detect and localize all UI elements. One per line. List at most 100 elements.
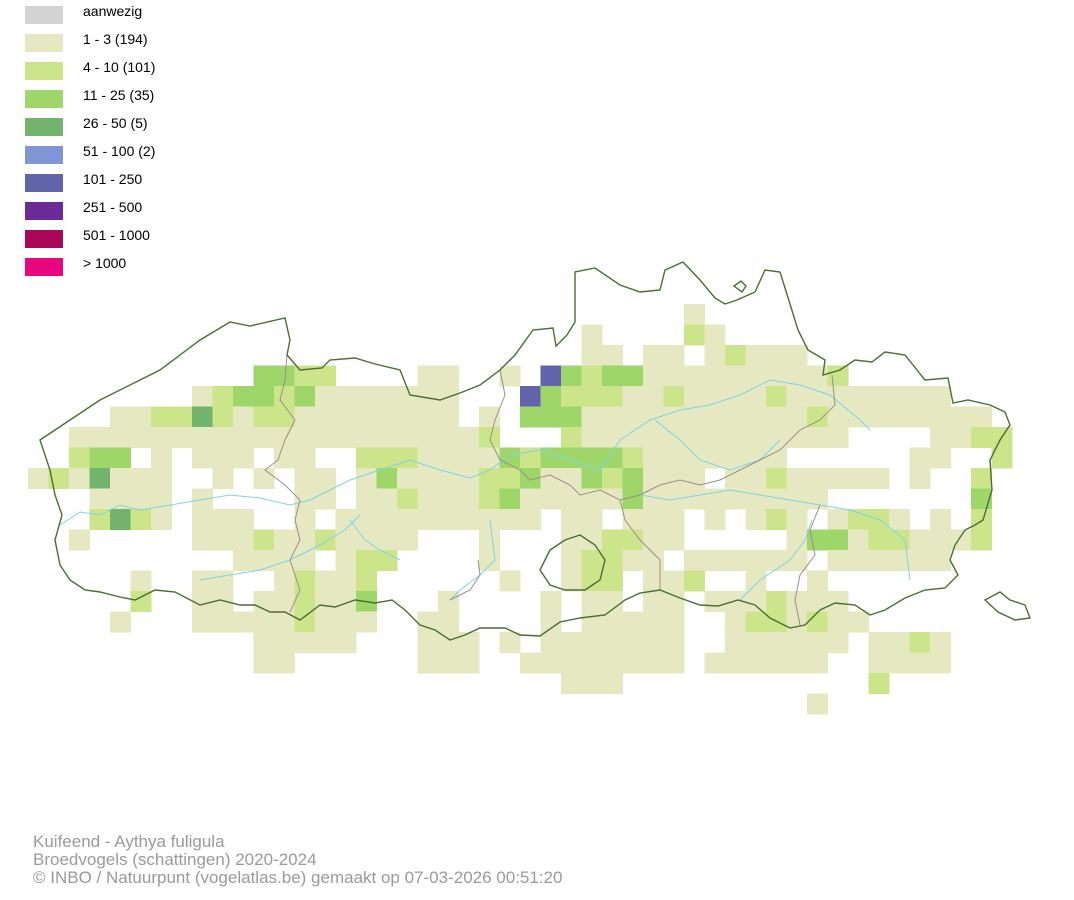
region-border — [39, 261, 1031, 641]
grid-cell — [950, 529, 972, 551]
grid-cell — [786, 488, 808, 510]
province-border — [449, 559, 481, 601]
river-line — [654, 419, 781, 471]
grid-cell — [315, 427, 336, 448]
grid-cell — [274, 611, 295, 633]
grid-cell — [540, 652, 562, 674]
grid-cell — [212, 529, 234, 551]
grid-cell — [294, 570, 316, 592]
grid-cell — [930, 652, 951, 674]
grid-cell — [827, 365, 849, 387]
grid-cell — [581, 529, 603, 551]
grid-cell — [663, 365, 685, 387]
grid-cell — [766, 591, 787, 612]
grid-cell — [89, 427, 111, 448]
grid-cell — [315, 570, 336, 592]
grid-cell — [725, 591, 746, 612]
grid-cell — [89, 509, 111, 530]
grid-cell — [89, 468, 111, 489]
grid-cell — [561, 365, 582, 387]
grid-cell — [438, 611, 459, 633]
grid-cell — [315, 632, 336, 653]
grid-cell — [827, 529, 849, 551]
grid-cell — [110, 488, 131, 510]
grid-cell — [663, 652, 685, 674]
grid-cell — [602, 447, 623, 469]
grid-cell — [192, 406, 213, 428]
grid-cell — [335, 570, 357, 592]
grid-cell — [417, 611, 439, 633]
grid-cell — [212, 591, 234, 612]
grid-cell — [520, 406, 541, 428]
grid-cell — [827, 386, 849, 407]
grid-cell — [581, 345, 603, 366]
grid-cell — [602, 591, 623, 612]
grid-cell — [643, 509, 664, 530]
grid-cell — [622, 406, 644, 428]
grid-cell — [376, 550, 398, 571]
grid-cell — [151, 447, 172, 469]
legend-swatch — [25, 258, 63, 276]
grid-cell — [807, 652, 828, 674]
grid-cell — [212, 611, 234, 633]
grid-cell — [663, 468, 685, 489]
grid-cell — [602, 611, 623, 633]
grid-cell — [684, 304, 705, 325]
grid-cell — [438, 406, 459, 428]
grid-cell — [130, 488, 152, 510]
grid-cell — [643, 447, 664, 469]
legend-item-1-3: 1 - 3 (194) — [25, 30, 285, 58]
grid-cell — [807, 488, 828, 510]
grid-cell — [376, 509, 398, 530]
grid-cell — [848, 406, 869, 428]
grid-cell — [499, 468, 521, 489]
grid-cell — [376, 468, 398, 489]
legend-label: 101 - 250 — [83, 171, 143, 187]
grid-cell — [294, 447, 316, 469]
grid-cell — [233, 550, 254, 571]
grid-cell — [663, 427, 685, 448]
grid-cell — [909, 550, 931, 571]
legend-item-501-1000: 501 - 1000 — [25, 226, 285, 254]
grid-cell — [274, 591, 295, 612]
grid-cell — [520, 386, 541, 407]
grid-cell — [561, 447, 582, 469]
grid-cell — [561, 652, 582, 674]
grid-cell — [909, 406, 931, 428]
legend-item-51-100: 51 - 100 (2) — [25, 142, 285, 170]
grid-cell — [458, 468, 480, 489]
grid-cell — [827, 591, 849, 612]
grid-cell — [725, 447, 746, 469]
grid-cell — [581, 611, 603, 633]
legend-label: 26 - 50 (5) — [83, 115, 148, 131]
grid-cell — [540, 365, 562, 387]
grid-cell — [704, 652, 726, 674]
grid-cell — [335, 591, 357, 612]
map-subtitle: Broedvogels (schattingen) 2020-2024 — [33, 850, 317, 869]
grid-cell — [479, 468, 500, 489]
grid-cell — [602, 673, 623, 694]
grid-cell — [950, 427, 972, 448]
grid-cell — [417, 468, 439, 489]
grid-cell — [253, 406, 275, 428]
grid-cell — [909, 632, 931, 653]
legend-swatch — [25, 202, 63, 220]
grid-cell — [438, 427, 459, 448]
grid-cell — [397, 447, 418, 469]
grid-cell — [561, 632, 582, 653]
grid-cell — [438, 632, 459, 653]
grid-cell — [766, 488, 787, 510]
grid-cell — [848, 611, 869, 633]
grid-cell — [274, 550, 295, 571]
grid-cell — [848, 509, 869, 530]
grid-cell — [540, 406, 562, 428]
grid-cell — [417, 427, 439, 448]
grid-cell — [868, 529, 890, 551]
grid-cell — [745, 591, 767, 612]
grid-cell — [356, 386, 377, 407]
grid-cell — [909, 652, 931, 674]
grid-cell — [766, 447, 787, 469]
grid-cell — [253, 365, 275, 387]
grid-cell — [192, 591, 213, 612]
grid-cell — [889, 509, 910, 530]
